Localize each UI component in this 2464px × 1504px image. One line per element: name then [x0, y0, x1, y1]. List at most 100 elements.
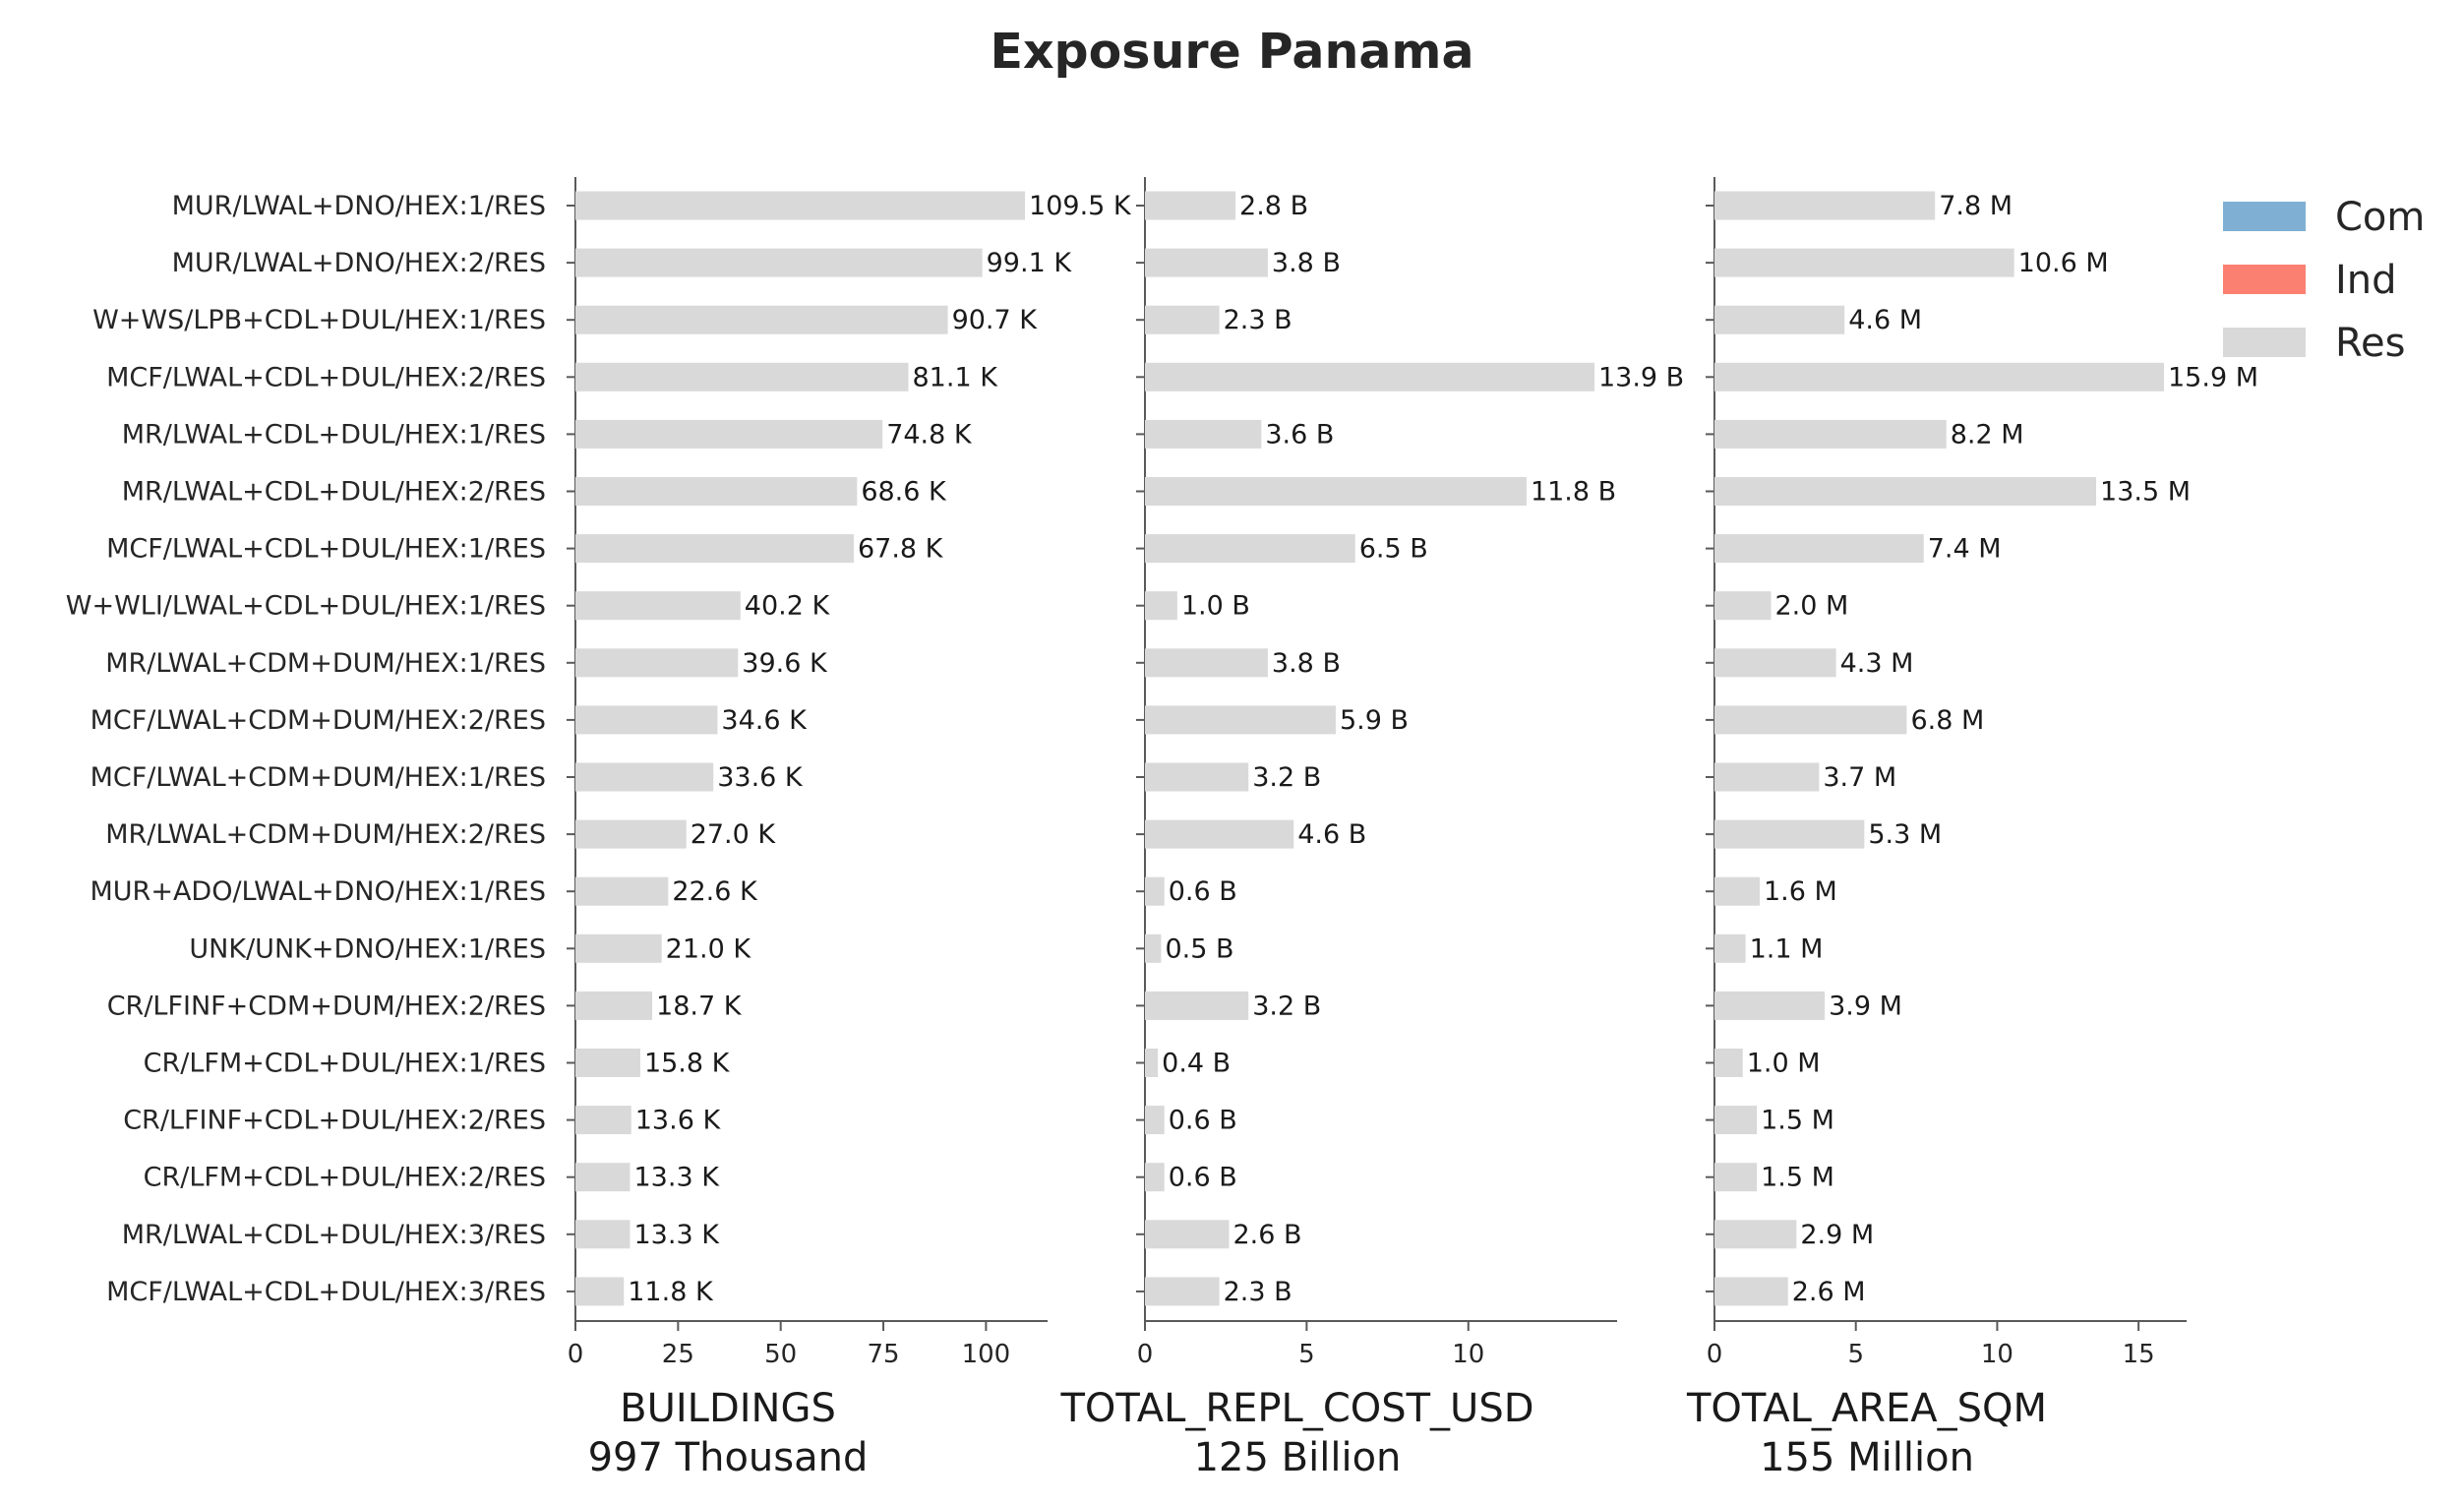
area-x-tick-label: 15	[2123, 1340, 2155, 1369]
buildings-value-label: 13.6 K	[635, 1106, 722, 1136]
buildings-x-tick-label: 0	[568, 1340, 584, 1369]
area-x-tick-label: 10	[1981, 1340, 2013, 1369]
area-bar-mur-ado-lwal-dno-hex-1-res	[1714, 876, 1760, 906]
area-bar-mcf-lwal-cdl-dul-hex-2-res	[1714, 362, 2165, 391]
buildings-bar-cr-lfm-cdl-dul-hex-2-res	[575, 1163, 631, 1192]
category-label-mur-ado-lwal-dno-hex-1-res: MUR+ADO/LWAL+DNO/HEX:1/RES	[90, 876, 547, 907]
area-bar-mr-lwal-cdl-dul-hex-2-res	[1714, 477, 2097, 506]
repl-cost-bar-mcf-lwal-cdl-dul-hex-1-res	[1145, 534, 1355, 564]
buildings-bar-mur-ado-lwal-dno-hex-1-res	[575, 876, 669, 906]
category-label-w-ws-lpb-cdl-dul-hex-1-res: W+WS/LPB+CDL+DUL/HEX:1/RES	[92, 305, 546, 335]
area-bar-cr-lfinf-cdl-dul-hex-2-res	[1714, 1106, 1758, 1135]
area-axis-title: TOTAL_AREA_SQM	[1686, 1386, 2047, 1431]
buildings-bar-mcf-lwal-cdm-dum-hex-2-res	[575, 705, 718, 735]
area-value-label: 2.9 M	[1800, 1220, 1874, 1250]
repl-cost-value-label: 0.6 B	[1169, 1106, 1237, 1136]
repl-cost-axis-subtitle: 125 Billion	[1194, 1435, 1402, 1480]
area-value-label: 5.3 M	[1868, 819, 1942, 850]
repl-cost-bar-unk-unk-dno-hex-1-res	[1145, 933, 1162, 963]
repl-cost-bar-mr-lwal-cdl-dul-hex-2-res	[1145, 477, 1527, 506]
repl-cost-value-label: 0.6 B	[1169, 1163, 1237, 1193]
repl-cost-axis-title: TOTAL_REPL_COST_USD	[1059, 1386, 1533, 1431]
buildings-bar-w-wli-lwal-cdl-dul-hex-1-res	[575, 591, 741, 621]
repl-cost-bar-w-ws-lpb-cdl-dul-hex-1-res	[1145, 305, 1220, 334]
repl-cost-value-label: 2.8 B	[1239, 191, 1308, 221]
area-bar-cr-lfm-cdl-dul-hex-1-res	[1714, 1049, 1743, 1077]
category-label-mr-lwal-cdl-dul-hex-1-res: MR/LWAL+CDL+DUL/HEX:1/RES	[122, 419, 546, 450]
buildings-value-label: 99.1 K	[987, 248, 1073, 278]
legend-label-ind: Ind	[2335, 258, 2397, 303]
buildings-bar-mr-lwal-cdm-dum-hex-1-res	[575, 648, 739, 678]
buildings-bar-mr-lwal-cdl-dul-hex-2-res	[575, 477, 858, 506]
area-bar-w-ws-lpb-cdl-dul-hex-1-res	[1714, 305, 1845, 334]
repl-cost-x-tick-label: 5	[1298, 1340, 1315, 1369]
legend: Com Ind Res	[2223, 195, 2425, 366]
chart-title: Exposure Panama	[990, 24, 1474, 80]
area-value-label: 3.9 M	[1829, 991, 1902, 1021]
panel-area: 7.8 M10.6 M 4.6 M 15.9 M 8.2 M 13.5 M 7.4 M 2.…	[1686, 177, 2258, 1480]
category-label-mur-lwal-dno-hex-1-res: MUR/LWAL+DNO/HEX:1/RES	[172, 191, 546, 221]
buildings-bar-cr-lfinf-cdm-dum-hex-2-res	[575, 991, 653, 1020]
area-bar-mr-lwal-cdm-dum-hex-1-res	[1714, 648, 1836, 678]
category-label-mcf-lwal-cdm-dum-hex-1-res: MCF/LWAL+CDM+DUM/HEX:1/RES	[90, 762, 546, 793]
area-bar-mur-lwal-dno-hex-1-res	[1714, 191, 1936, 220]
repl-cost-x-tick-label: 0	[1137, 1340, 1154, 1369]
buildings-x-tick-label: 75	[867, 1340, 899, 1369]
legend-label-com: Com	[2335, 195, 2425, 240]
category-label-unk-unk-dno-hex-1-res: UNK/UNK+DNO/HEX:1/RES	[189, 933, 546, 964]
buildings-value-label: 90.7 K	[952, 305, 1039, 335]
buildings-bar-mur-lwal-dno-hex-1-res	[575, 191, 1026, 220]
category-label-mcf-lwal-cdl-dul-hex-3-res: MCF/LWAL+CDL+DUL/HEX:3/RES	[106, 1277, 546, 1307]
buildings-axis-title: BUILDINGS	[620, 1386, 836, 1431]
repl-cost-bar-mcf-lwal-cdm-dum-hex-1-res	[1145, 762, 1249, 792]
repl-cost-bar-mr-lwal-cdl-dul-hex-3-res	[1145, 1220, 1230, 1249]
area-bar-mcf-lwal-cdl-dul-hex-3-res	[1714, 1277, 1788, 1306]
area-value-label: 2.0 M	[1774, 591, 1848, 622]
repl-cost-value-label: 3.6 B	[1265, 419, 1334, 450]
category-label-mr-lwal-cdm-dum-hex-2-res: MR/LWAL+CDM+DUM/HEX:2/RES	[105, 819, 546, 850]
buildings-bar-mcf-lwal-cdm-dum-hex-1-res	[575, 762, 714, 792]
repl-cost-bar-mur-lwal-dno-hex-2-res	[1145, 248, 1268, 277]
area-bar-cr-lfinf-cdm-dum-hex-2-res	[1714, 991, 1826, 1020]
area-value-label: 1.0 M	[1747, 1049, 1821, 1079]
buildings-bar-mcf-lwal-cdl-dul-hex-3-res	[575, 1277, 625, 1306]
buildings-bar-mur-lwal-dno-hex-2-res	[575, 248, 983, 277]
category-label-mr-lwal-cdm-dum-hex-1-res: MR/LWAL+CDM+DUM/HEX:1/RES	[105, 648, 546, 679]
repl-cost-bar-mur-lwal-dno-hex-1-res	[1145, 191, 1236, 220]
repl-cost-value-label: 1.0 B	[1181, 591, 1250, 622]
category-label-mcf-lwal-cdm-dum-hex-2-res: MCF/LWAL+CDM+DUM/HEX:2/RES	[90, 705, 546, 736]
buildings-value-label: 11.8 K	[628, 1277, 714, 1307]
buildings-value-label: 13.3 K	[634, 1163, 721, 1193]
buildings-value-label: 67.8 K	[858, 534, 944, 565]
area-bar-w-wli-lwal-cdl-dul-hex-1-res	[1714, 591, 1772, 621]
legend-label-res: Res	[2335, 321, 2405, 366]
category-label-mr-lwal-cdl-dul-hex-2-res: MR/LWAL+CDL+DUL/HEX:2/RES	[122, 477, 546, 508]
buildings-value-label: 39.6 K	[742, 648, 828, 679]
buildings-bar-mcf-lwal-cdl-dul-hex-1-res	[575, 534, 854, 564]
buildings-value-label: 34.6 K	[721, 705, 808, 736]
panel-repl-cost: 2.8 B 3.8 B 2.3 B 13.9 B 3.6 B 11.8 B 6.5 B 1.0…	[1059, 177, 1684, 1480]
buildings-value-label: 68.6 K	[861, 477, 947, 508]
area-value-label: 6.8 M	[1910, 705, 1984, 736]
buildings-value-label: 13.3 K	[634, 1220, 721, 1250]
repl-cost-value-label: 0.4 B	[1162, 1049, 1231, 1079]
area-value-label: 1.1 M	[1750, 933, 1824, 964]
repl-cost-value-label: 4.6 B	[1297, 819, 1366, 850]
area-bar-unk-unk-dno-hex-1-res	[1714, 933, 1746, 963]
repl-cost-bar-w-wli-lwal-cdl-dul-hex-1-res	[1145, 591, 1177, 621]
area-bar-mr-lwal-cdl-dul-hex-3-res	[1714, 1220, 1797, 1249]
area-value-label: 15.9 M	[2168, 362, 2258, 392]
area-bar-mr-lwal-cdm-dum-hex-2-res	[1714, 819, 1865, 849]
repl-cost-value-label: 13.9 B	[1598, 362, 1684, 392]
category-label-cr-lfm-cdl-dul-hex-2-res: CR/LFM+CDL+DUL/HEX:2/RES	[144, 1163, 546, 1193]
area-value-label: 3.7 M	[1823, 762, 1896, 793]
area-bar-mcf-lwal-cdm-dum-hex-1-res	[1714, 762, 1820, 792]
buildings-bar-w-ws-lpb-cdl-dul-hex-1-res	[575, 305, 948, 334]
repl-cost-value-label: 3.2 B	[1252, 991, 1321, 1021]
repl-cost-value-label: 0.5 B	[1165, 933, 1233, 964]
repl-cost-bar-cr-lfinf-cdl-dul-hex-2-res	[1145, 1106, 1165, 1135]
category-label-cr-lfinf-cdm-dum-hex-2-res: CR/LFINF+CDM+DUM/HEX:2/RES	[107, 991, 546, 1021]
category-label-mr-lwal-cdl-dul-hex-3-res: MR/LWAL+CDL+DUL/HEX:3/RES	[122, 1220, 546, 1250]
repl-cost-bar-mr-lwal-cdl-dul-hex-1-res	[1145, 419, 1262, 449]
area-value-label: 7.4 M	[1928, 534, 2002, 565]
